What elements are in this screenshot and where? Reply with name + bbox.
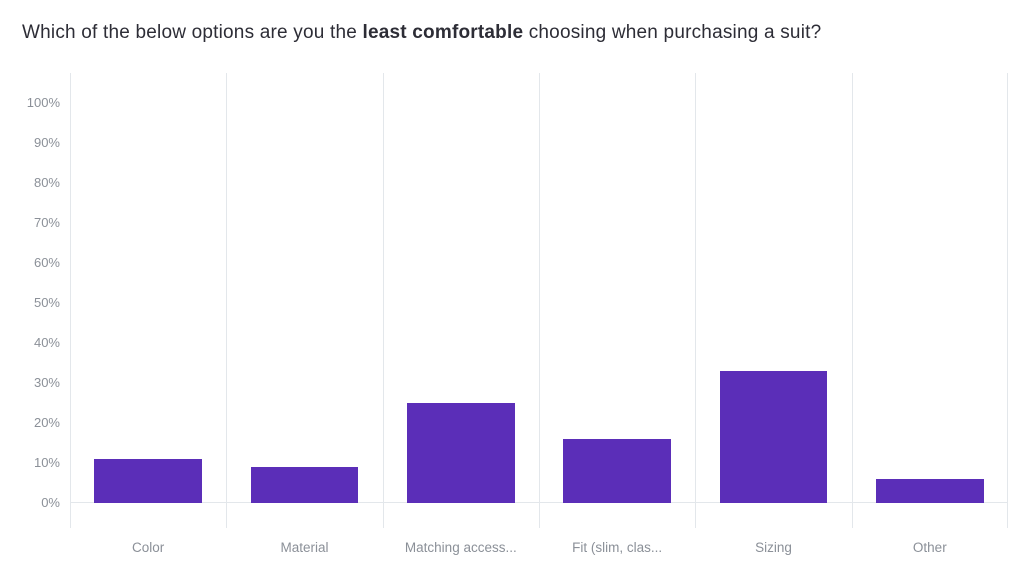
y-axis-tick-label: 70%	[33, 214, 60, 230]
x-axis-category-label: Color	[132, 539, 165, 555]
x-axis-category-label: Fit (slim, clas...	[572, 539, 663, 555]
y-axis-tick-label: 50%	[33, 294, 60, 310]
vertical-gridline	[70, 72, 71, 528]
y-axis-tick-label: 100%	[26, 94, 60, 110]
bar-other	[875, 478, 984, 503]
question-title-prefix: Which of the below options are you the	[22, 22, 363, 43]
x-axis-category-label: Matching access...	[404, 539, 517, 555]
bar-chart: 100% 90% 80% 70% 60% 50% 40% 30% 20% 10% 0% Color M…	[22, 72, 1008, 564]
vertical-gridline	[382, 72, 384, 528]
question-title-bold: least comfortable	[362, 22, 524, 43]
x-axis-category-label: Material	[280, 539, 329, 555]
x-axis-category-label: Sizing	[755, 539, 792, 555]
vertical-gridline	[851, 72, 853, 528]
plot-wrap: Color Material Matching access... Fit (slim…	[70, 72, 1008, 564]
y-axis: 100% 90% 80% 70% 60% 50% 40% 30% 20% 10% 0%	[22, 73, 70, 528]
bar-sizing	[719, 370, 828, 503]
bar-matching-access	[406, 402, 515, 503]
vertical-gridline	[1007, 72, 1008, 528]
question-title-suffix: choosing when purchasing a suit?	[523, 22, 822, 43]
x-axis-category-label: Other	[912, 539, 947, 555]
vertical-gridline	[539, 72, 540, 528]
y-axis-tick-label: 30%	[33, 374, 60, 390]
bar-fit-slim-clas	[563, 438, 672, 503]
y-axis-tick-label: 80%	[33, 174, 60, 190]
y-axis-tick-label: 10%	[33, 454, 60, 470]
vertical-gridline	[226, 72, 228, 528]
x-axis-baseline	[70, 501, 1008, 503]
x-axis: Color Material Matching access... Fit (slim…	[70, 528, 1008, 564]
y-axis-tick-label: 0%	[41, 494, 60, 510]
question-title: Which of the below options are you the l…	[22, 20, 1008, 47]
vertical-gridline	[695, 72, 697, 528]
y-axis-tick-label: 90%	[33, 134, 60, 150]
y-axis-tick-label: 20%	[33, 414, 60, 430]
bar-material	[250, 466, 359, 503]
y-axis-tick-label: 40%	[33, 334, 60, 350]
y-axis-tick-label: 60%	[33, 254, 60, 270]
plot-area	[70, 72, 1008, 528]
bar-color	[94, 458, 203, 503]
